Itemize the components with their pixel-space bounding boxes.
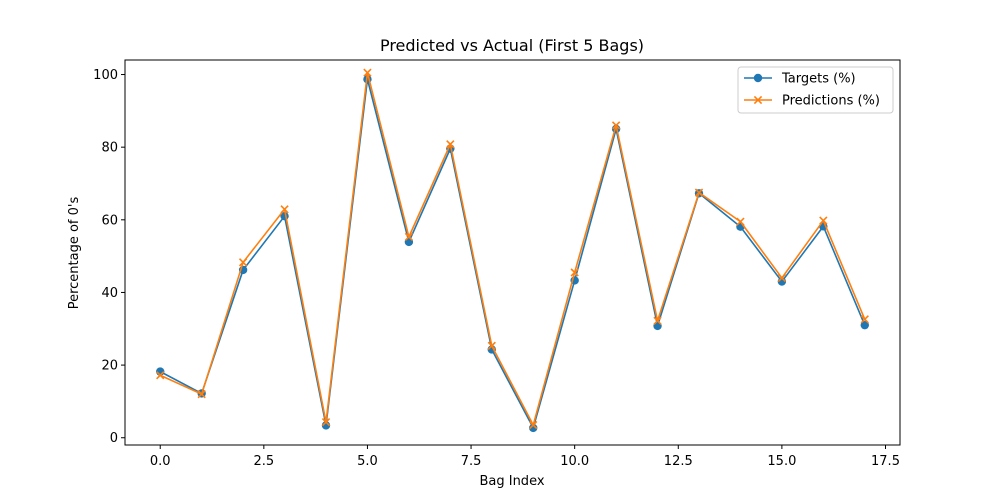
legend-item: Predictions (%) bbox=[744, 94, 880, 109]
series-line-1 bbox=[159, 78, 866, 429]
target-point bbox=[860, 320, 869, 330]
prediction-point bbox=[446, 140, 455, 149]
x-axis-label: Bag Index bbox=[479, 474, 544, 489]
y-tick-label: 60 bbox=[101, 213, 118, 228]
x-marker-stroke bbox=[694, 188, 704, 197]
x-tick-label: 15.0 bbox=[767, 454, 796, 469]
legend-marker-circle bbox=[753, 73, 763, 83]
x-tick-label: 7.5 bbox=[461, 454, 482, 469]
prediction-point bbox=[280, 205, 289, 214]
x-marker-stroke bbox=[611, 121, 621, 130]
prediction-point bbox=[321, 417, 331, 427]
x-marker-stroke bbox=[736, 217, 745, 226]
x-marker-stroke bbox=[446, 140, 455, 149]
x-marker-stroke bbox=[653, 316, 662, 325]
prediction-point bbox=[736, 217, 745, 226]
x-marker-stroke bbox=[529, 420, 538, 430]
legend-box bbox=[737, 66, 894, 114]
prediction-point bbox=[529, 420, 538, 430]
x-tick-label: 17.5 bbox=[871, 454, 900, 469]
prediction-point bbox=[487, 341, 496, 351]
x-marker-stroke bbox=[156, 371, 165, 380]
x-marker-stroke bbox=[487, 341, 496, 351]
series-line-2 bbox=[159, 71, 866, 426]
y-tick-label: 40 bbox=[101, 286, 118, 301]
x-tick-label: 2.5 bbox=[253, 454, 274, 469]
target-point bbox=[529, 423, 538, 433]
x-tick-label: 10.0 bbox=[560, 454, 589, 469]
prediction-point bbox=[653, 316, 662, 325]
y-tick-label: 0 bbox=[110, 431, 118, 446]
y-axis: 0 20 40 60 80 100 bbox=[93, 68, 125, 446]
y-axis-label: Percentage of 0's bbox=[67, 197, 82, 310]
x-marker-stroke bbox=[570, 268, 579, 277]
x-marker-stroke bbox=[860, 315, 869, 324]
prediction-point bbox=[156, 371, 165, 380]
y-tick-label: 20 bbox=[101, 359, 118, 374]
prediction-point bbox=[570, 268, 579, 277]
x-tick-label: 0.0 bbox=[150, 454, 171, 469]
legend-label: Predictions (%) bbox=[782, 94, 880, 109]
x-marker-stroke bbox=[363, 68, 372, 77]
x-marker-stroke bbox=[280, 205, 289, 214]
y-tick-label: 100 bbox=[93, 68, 118, 83]
x-marker-stroke bbox=[238, 258, 248, 267]
legend: Targets (%) Predictions (%) bbox=[737, 66, 894, 114]
legend-label: Targets (%) bbox=[781, 72, 856, 87]
prediction-point bbox=[238, 258, 248, 267]
plot-area bbox=[156, 68, 869, 433]
x-marker-stroke bbox=[777, 273, 787, 283]
x-marker-stroke bbox=[197, 389, 206, 399]
prediction-point bbox=[694, 188, 704, 197]
prediction-point bbox=[819, 216, 828, 225]
prediction-point bbox=[860, 315, 869, 324]
prediction-point bbox=[777, 273, 787, 283]
x-marker-stroke bbox=[404, 232, 414, 242]
plot-frame bbox=[124, 59, 901, 446]
x-marker-stroke bbox=[321, 417, 331, 427]
legend-item: Targets (%) bbox=[744, 72, 856, 87]
chart-title: Predicted vs Actual (First 5 Bags) bbox=[380, 36, 644, 55]
prediction-point bbox=[611, 121, 621, 130]
x-axis: 0.0 2.5 5.0 7.5 10.0 12.5 15.0 17.5 bbox=[150, 445, 900, 469]
prediction-point bbox=[404, 232, 414, 242]
prediction-point bbox=[363, 68, 372, 77]
prediction-point bbox=[197, 389, 206, 399]
x-marker-stroke bbox=[819, 216, 828, 225]
x-tick-label: 5.0 bbox=[357, 454, 378, 469]
x-tick-label: 12.5 bbox=[664, 454, 693, 469]
legend-marker-x bbox=[753, 95, 763, 105]
y-tick-label: 80 bbox=[101, 141, 118, 156]
